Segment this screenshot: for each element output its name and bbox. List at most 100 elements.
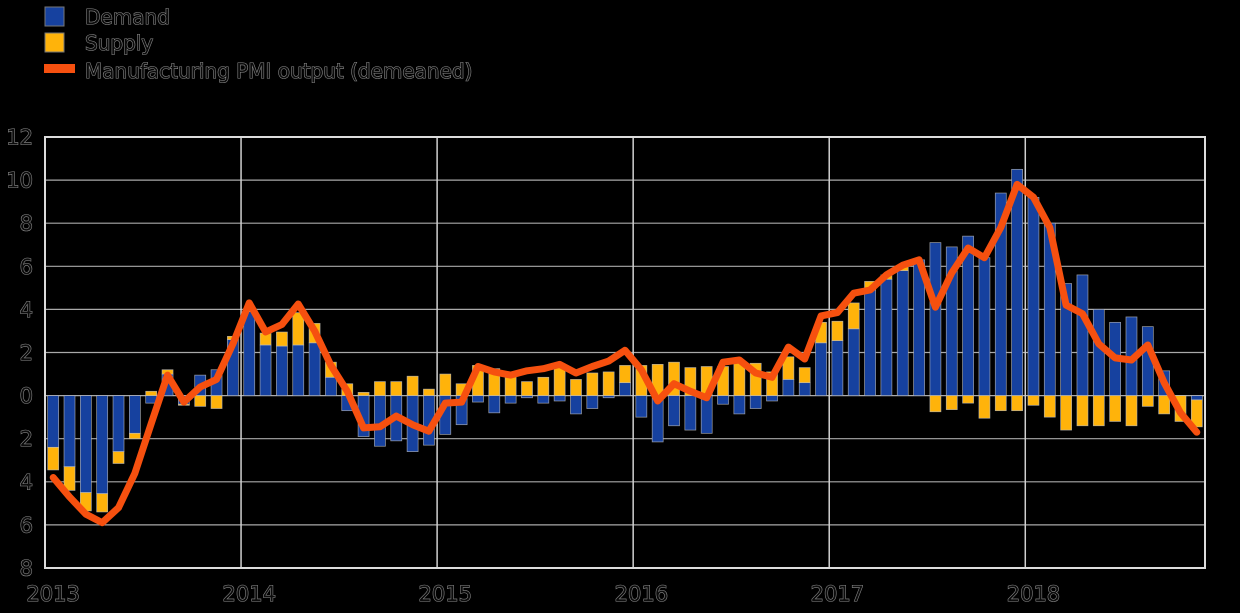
demand-bar-2015-12 xyxy=(619,382,631,396)
demand-bar-2013-06 xyxy=(129,395,141,434)
demand-bar-2018-11 xyxy=(1190,395,1203,401)
y-axis-labels: 12 10 8 6 4 2 0 2 4 6 8 xyxy=(6,125,34,581)
demand-bar-2013-05 xyxy=(112,395,125,452)
supply-bar-2014-03 xyxy=(276,331,288,347)
plot-border xyxy=(44,136,1206,569)
demand-bar-2017-03 xyxy=(864,289,876,396)
supply-bar-2016-04 xyxy=(684,367,697,396)
supply-bar-2017-12 xyxy=(1011,395,1023,412)
supply-bar-2018-03 xyxy=(1060,395,1072,431)
demand-bar-2016-12 xyxy=(815,342,827,396)
supply-bar-2015-09 xyxy=(570,379,582,396)
y-tick-label--4: 4 xyxy=(20,470,33,494)
demand-bar-2015-05 xyxy=(504,395,517,404)
pmi-line-layer xyxy=(49,180,1201,527)
supply-bar-2015-06 xyxy=(521,381,533,396)
demand-legend-swatch xyxy=(44,6,65,27)
x-axis-labels: 2013 2014 2015 2016 2017 2018 xyxy=(26,581,1061,606)
demand-bar-2018-05 xyxy=(1092,309,1105,396)
supply-bar-2013-11 xyxy=(210,395,223,409)
supply-bar-2014-10 xyxy=(390,381,403,396)
y-tick-label-4: 4 xyxy=(20,298,33,322)
supply-bar-2014-11 xyxy=(406,375,419,396)
supply-bar-2013-04 xyxy=(96,493,109,513)
supply-bar-2016-08 xyxy=(749,362,762,396)
supply-bar-2015-07 xyxy=(537,376,550,396)
supply-bar-2017-02 xyxy=(847,302,860,330)
x-tick-label-2016: 2016 xyxy=(615,582,668,606)
demand-bar-2017-02 xyxy=(847,328,860,396)
demand-bar-2018-01 xyxy=(1027,196,1040,396)
year-gridlines xyxy=(240,137,1027,568)
demand-bar-2016-01 xyxy=(635,395,648,418)
supply-bar-2018-08 xyxy=(1141,395,1154,407)
demand-bar-2016-11 xyxy=(798,382,811,396)
supply-bar-2018-05 xyxy=(1092,395,1105,427)
demand-bar-2016-09 xyxy=(766,395,778,402)
demand-bar-2014-01 xyxy=(243,311,256,396)
demand-bar-2016-04 xyxy=(684,395,697,431)
supply-bar-2017-01 xyxy=(831,320,844,341)
supply-bar-2018-06 xyxy=(1109,395,1121,422)
supply-bar-2018-09 xyxy=(1158,395,1171,415)
supply-bar-2017-08 xyxy=(945,395,958,410)
demand-bar-2013-02 xyxy=(63,395,76,468)
demand-bar-2014-05 xyxy=(308,342,321,396)
supply-bar-2013-07 xyxy=(145,390,158,396)
supply-bar-2018-04 xyxy=(1076,395,1089,427)
pmi-line-legend-marker xyxy=(44,64,75,73)
supply-bar-2017-10 xyxy=(978,395,991,419)
x-tick-label-2014: 2014 xyxy=(222,582,275,606)
supply-bar-2017-09 xyxy=(962,395,974,404)
supply-legend-swatch xyxy=(44,32,65,53)
supply-bar-2014-09 xyxy=(374,381,386,396)
supply-bar-2013-02 xyxy=(63,466,76,491)
supply-bar-2018-07 xyxy=(1125,395,1138,427)
demand-bar-2015-09 xyxy=(570,395,582,415)
demand-bar-2017-10 xyxy=(978,257,991,396)
supply-bar-2015-05 xyxy=(504,375,517,396)
demand-bar-2015-10 xyxy=(586,395,599,409)
demand-bar-2017-07 xyxy=(929,242,942,396)
y-tick-label-12: 12 xyxy=(6,126,33,150)
y-tick-label--2: 2 xyxy=(20,427,33,451)
supply-bar-2015-10 xyxy=(586,372,599,396)
demand-bar-2015-03 xyxy=(472,395,484,403)
supply-bar-2013-05 xyxy=(112,451,125,464)
demand-bar-2013-01 xyxy=(47,395,60,448)
supply-bar-2017-07 xyxy=(929,395,942,413)
supply-bar-2015-11 xyxy=(602,371,615,396)
supply-bar-2013-10 xyxy=(194,395,207,407)
supply-bar-2016-10 xyxy=(782,356,795,380)
demand-bar-2015-08 xyxy=(553,395,566,402)
x-tick-label-2013: 2013 xyxy=(26,582,79,606)
y-tick-label-0: 0 xyxy=(20,384,33,408)
supply-bar-2015-01 xyxy=(439,373,452,396)
legend: Demand Supply Manufacturing PMI output (… xyxy=(44,4,473,84)
demand-bar-2013-03 xyxy=(79,395,92,493)
demand-legend-label: Demand xyxy=(85,5,170,29)
demand-bar-2014-04 xyxy=(292,344,305,396)
supply-bar-2016-11 xyxy=(798,367,811,384)
supply-bar-2018-02 xyxy=(1043,395,1056,418)
demand-bar-2014-03 xyxy=(276,345,288,396)
demand-bar-2015-07 xyxy=(537,395,550,404)
pmi-line xyxy=(49,180,1201,527)
y-tick-label-6: 6 xyxy=(20,255,33,279)
demand-bar-2017-05 xyxy=(896,270,909,396)
supply-legend-label: Supply xyxy=(85,31,153,55)
demand-bar-2016-06 xyxy=(717,395,729,405)
demand-bar-2014-06 xyxy=(325,376,337,396)
y-tick-label-10: 10 xyxy=(6,169,33,193)
supply-bar-2014-12 xyxy=(423,388,435,396)
supply-bar-2013-01 xyxy=(47,446,60,471)
pmi-legend-label: Manufacturing PMI output (demeaned) xyxy=(85,59,472,83)
supply-bar-2015-08 xyxy=(553,367,566,396)
demand-bar-2017-04 xyxy=(880,278,893,396)
supply-bar-2014-08 xyxy=(357,392,370,396)
x-tick-label-2018: 2018 xyxy=(1007,582,1060,606)
supply-bar-2017-11 xyxy=(994,395,1007,412)
supply-bar-2014-04 xyxy=(292,312,305,346)
demand-bar-2016-07 xyxy=(733,395,746,415)
